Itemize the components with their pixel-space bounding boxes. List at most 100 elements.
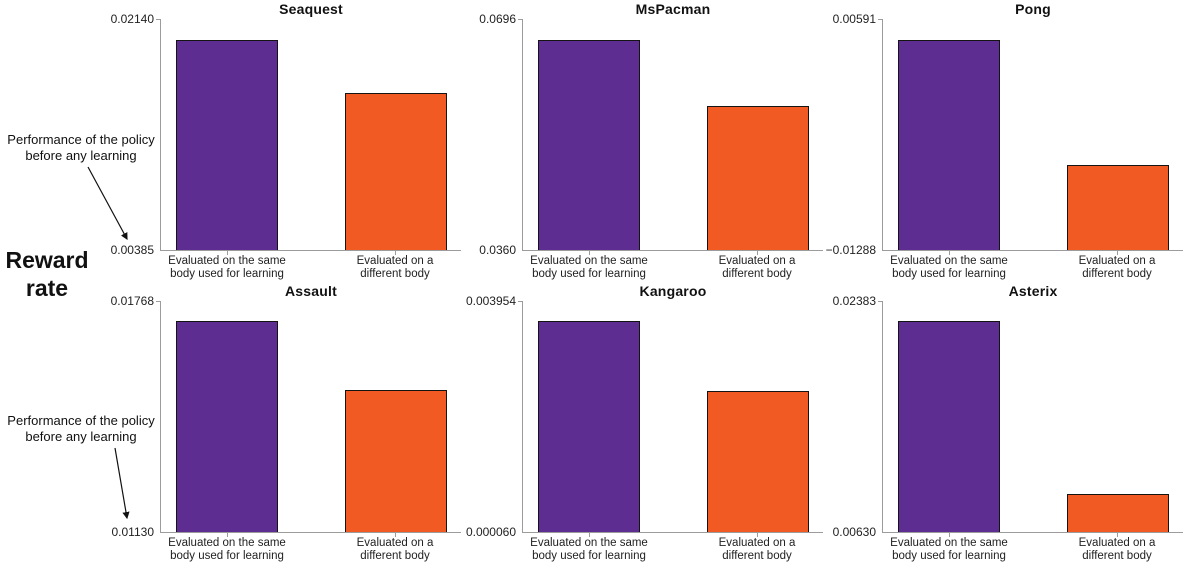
x-tick-label-same-body-line1: Evaluated on the same xyxy=(530,537,648,549)
y-axis-max-label: 0.02383 xyxy=(832,294,876,308)
x-tick-label-same-body: Evaluated on the same body used for lear… xyxy=(168,255,286,282)
x-tick-label-same-body: Evaluated on the same body used for lear… xyxy=(530,255,648,282)
subplot-title: Asterix xyxy=(1008,283,1058,299)
x-tick-label-same-body-line1: Evaluated on the same xyxy=(168,537,286,549)
x-axis-tick-mark-different-body xyxy=(1117,251,1118,255)
x-tick-label-different-body-line2: different body xyxy=(360,268,430,281)
subplot-title: MsPacman xyxy=(635,1,711,17)
x-tick-label-same-body-line2: body used for learning xyxy=(532,550,646,563)
annotation-arrow-top xyxy=(87,166,128,241)
x-tick-label-same-body-line2: body used for learning xyxy=(170,550,284,563)
x-tick-label-different-body: Evaluated on a different body xyxy=(357,255,434,282)
x-axis-tick-mark-different-body xyxy=(395,533,396,537)
annotation-arrow-bottom xyxy=(114,447,130,520)
y-axis-min-label: 0.00630 xyxy=(832,525,876,539)
bar-same-body xyxy=(176,320,278,532)
subplot-title: Seaquest xyxy=(279,1,343,17)
x-tick-label-same-body-line1: Evaluated on the same xyxy=(168,255,286,267)
x-tick-label-different-body-line1: Evaluated on a xyxy=(718,537,796,549)
x-tick-label-different-body: Evaluated on a different body xyxy=(357,537,434,564)
y-axis-min-label: 0.0360 xyxy=(479,243,516,257)
bar-same-body xyxy=(898,40,1000,250)
y-axis-max-label: 0.0696 xyxy=(479,12,516,26)
x-tick-label-same-body-line2: body used for learning xyxy=(170,268,284,281)
y-axis-max-label: 0.00591 xyxy=(832,12,876,26)
annotation-bottom: Performance of the policy before any lea… xyxy=(0,413,162,444)
x-tick-label-same-body-line1: Evaluated on the same xyxy=(530,255,648,267)
subplot-seaquest: Seaquest 0.02140 0.00385 Evaluated on th… xyxy=(111,1,461,280)
y-axis-tick-mark xyxy=(518,301,523,302)
bar-same-body xyxy=(538,39,640,250)
x-tick-label-different-body-line2: different body xyxy=(1082,268,1152,281)
x-axis-tick-mark-different-body xyxy=(1117,533,1118,537)
y-axis-max-label: 0.01768 xyxy=(110,294,154,308)
y-axis-tick-mark xyxy=(156,301,161,302)
x-axis-tick-mark-same-body xyxy=(949,533,950,537)
bar-same-body xyxy=(538,320,640,532)
y-axis-min-label: −0.01288 xyxy=(825,243,876,257)
bar-different-body xyxy=(344,92,447,250)
y-axis-min-label: 0.01130 xyxy=(111,525,155,539)
y-axis-max-label: 0.003954 xyxy=(465,294,516,308)
x-tick-label-different-body-line1: Evaluated on a xyxy=(356,255,434,267)
x-axis-tick-mark-different-body xyxy=(757,251,758,255)
y-axis-tick-mark xyxy=(878,301,883,302)
x-tick-label-different-body-line1: Evaluated on a xyxy=(718,255,796,267)
x-axis-tick-mark-same-body xyxy=(949,251,950,255)
bar-different-body xyxy=(344,390,447,532)
x-axis-tick-mark-different-body xyxy=(757,533,758,537)
x-tick-label-different-body-line1: Evaluated on a xyxy=(1078,255,1156,267)
y-axis-tick-mark xyxy=(156,19,161,20)
bar-same-body xyxy=(898,321,1000,532)
x-tick-label-different-body-line2: different body xyxy=(722,268,792,281)
y-axis-title: Reward rate xyxy=(0,247,94,302)
x-axis-tick-mark-same-body xyxy=(227,251,228,255)
x-tick-label-different-body: Evaluated on a different body xyxy=(1079,537,1156,564)
x-tick-label-different-body: Evaluated on a different body xyxy=(719,537,796,564)
x-tick-label-different-body-line2: different body xyxy=(1082,550,1152,563)
x-tick-label-same-body: Evaluated on the same body used for lear… xyxy=(168,537,286,564)
x-tick-label-different-body-line2: different body xyxy=(722,550,792,563)
x-tick-label-same-body: Evaluated on the same body used for lear… xyxy=(890,255,1008,282)
y-axis-title-line2: rate xyxy=(25,274,69,301)
x-tick-label-same-body-line2: body used for learning xyxy=(892,550,1006,563)
annotation-top: Performance of the policy before any lea… xyxy=(0,132,162,163)
y-axis-tick-mark xyxy=(518,19,523,20)
y-axis-title-line1: Reward xyxy=(5,247,89,273)
y-axis-tick-mark xyxy=(878,19,883,20)
subplot-pong: Pong 0.00591 −0.01288 Evaluated on the s… xyxy=(826,1,1183,280)
x-tick-label-different-body-line1: Evaluated on a xyxy=(356,537,434,549)
x-axis-tick-mark-different-body xyxy=(395,251,396,255)
x-tick-label-same-body: Evaluated on the same body used for lear… xyxy=(530,537,648,564)
subplot-title: Assault xyxy=(285,283,337,299)
subplot-kangaroo: Kangaroo 0.003954 0.000060 Evaluated on … xyxy=(466,283,823,562)
x-tick-label-same-body-line1: Evaluated on the same xyxy=(890,255,1008,267)
x-tick-label-same-body: Evaluated on the same body used for lear… xyxy=(890,537,1008,564)
y-axis-min-label: 0.00385 xyxy=(110,243,154,257)
x-axis-tick-mark-same-body xyxy=(589,251,590,255)
bar-different-body xyxy=(1066,493,1169,532)
x-tick-label-different-body: Evaluated on a different body xyxy=(719,255,796,282)
annotation-top-line1: Performance of the policy xyxy=(7,132,155,147)
y-axis-max-label: 0.02140 xyxy=(110,12,154,26)
x-tick-label-different-body-line1: Evaluated on a xyxy=(1078,537,1156,549)
y-axis-min-label: 0.000060 xyxy=(465,525,516,539)
subplot-title: Kangaroo xyxy=(639,283,707,299)
x-tick-label-same-body-line1: Evaluated on the same xyxy=(890,537,1008,549)
x-tick-label-different-body: Evaluated on a different body xyxy=(1079,255,1156,282)
annotation-top-line2: before any learning xyxy=(25,147,137,163)
subplot-asterix: Asterix 0.02383 0.00630 Evaluated on the… xyxy=(833,283,1183,562)
x-tick-label-same-body-line2: body used for learning xyxy=(892,268,1006,281)
bar-different-body xyxy=(1066,165,1169,250)
subplot-mspacman: MsPacman 0.0696 0.0360 Evaluated on the … xyxy=(479,1,823,280)
bar-different-body xyxy=(706,391,809,532)
annotation-bottom-line2: before any learning xyxy=(25,428,137,444)
x-axis-tick-mark-same-body xyxy=(589,533,590,537)
subplot-assault: Assault 0.01768 0.01130 Evaluated on the… xyxy=(111,283,461,562)
bar-same-body xyxy=(176,40,278,250)
x-tick-label-different-body-line2: different body xyxy=(360,550,430,563)
subplot-title: Pong xyxy=(1015,1,1051,17)
bar-different-body xyxy=(706,106,809,250)
annotation-bottom-line1: Performance of the policy xyxy=(7,413,155,428)
